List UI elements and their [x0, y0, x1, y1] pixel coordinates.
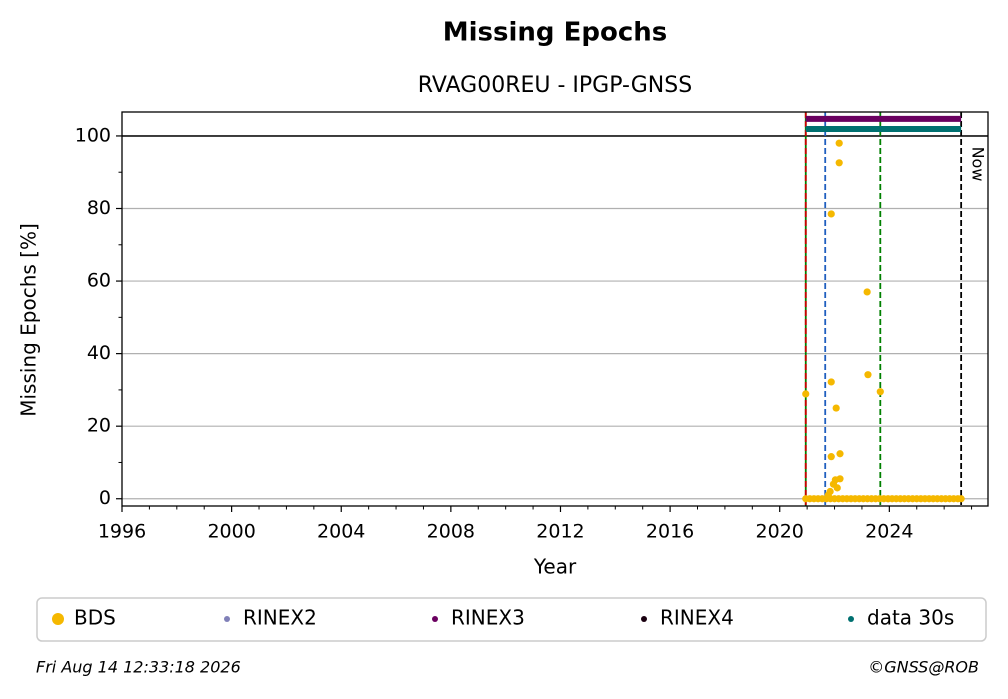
x-axis-label: Year: [533, 555, 577, 579]
legend-label: BDS: [74, 606, 116, 630]
data-point: [832, 404, 840, 412]
data-point: [864, 371, 872, 379]
chart-title: Missing Epochs: [443, 18, 667, 48]
data-point: [876, 388, 884, 396]
data-point: [835, 159, 843, 167]
data-point: [824, 491, 832, 499]
x-tick-label: 2008: [427, 521, 475, 543]
legend-marker: [432, 616, 438, 622]
legend-label: RINEX3: [451, 606, 525, 630]
data-point: [802, 390, 810, 398]
y-tick-label: 0: [99, 487, 111, 509]
footer-left: Fri Aug 14 12:33:18 2026: [36, 658, 241, 677]
y-tick-label: 60: [87, 270, 111, 292]
chart-subtitle: RVAG00REU - IPGP-GNSS: [418, 73, 692, 98]
footer-right: ©GNSS@ROB: [868, 658, 979, 677]
y-tick-label: 20: [87, 415, 111, 437]
x-tick-label: 2004: [317, 521, 365, 543]
data-point: [827, 453, 835, 461]
legend-marker: [52, 613, 64, 625]
data-point: [835, 139, 843, 147]
x-tick-label: 2000: [207, 521, 255, 543]
y-tick-label: 80: [87, 197, 111, 219]
data-point: [836, 475, 844, 483]
annotation: Now: [969, 147, 988, 182]
x-tick-label: 2012: [536, 521, 584, 543]
data-point: [957, 495, 965, 503]
data-point: [863, 288, 871, 296]
data-point: [836, 450, 844, 458]
legend-marker: [848, 616, 854, 622]
x-tick-label: 2016: [646, 521, 694, 543]
legend-label: RINEX2: [243, 606, 317, 630]
x-tick-label: 1996: [98, 521, 146, 543]
legend-marker: [641, 616, 647, 622]
legend-label: data 30s: [867, 606, 954, 630]
legend-label: RINEX4: [660, 606, 734, 630]
data-point: [833, 484, 841, 492]
y-tick-label: 40: [87, 342, 111, 364]
legend-marker: [224, 616, 230, 622]
x-tick-label: 2024: [865, 521, 913, 543]
plot-frame: [121, 111, 989, 507]
y-tick-label: 100: [75, 124, 111, 146]
x-tick-label: 2020: [756, 521, 804, 543]
data-point: [827, 210, 835, 218]
data-point: [827, 378, 835, 386]
legend-box: [36, 597, 987, 642]
y-axis-label: Missing Epochs [%]: [17, 223, 41, 417]
